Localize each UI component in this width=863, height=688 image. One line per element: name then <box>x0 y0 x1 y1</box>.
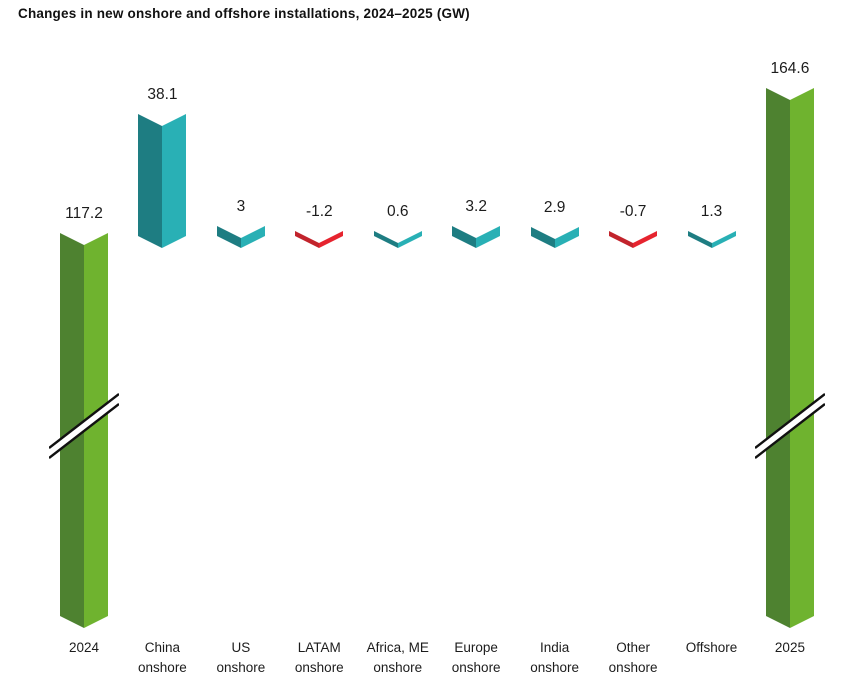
bar-value-label: 3.2 <box>465 198 487 215</box>
category-line1: Other <box>616 640 650 655</box>
bar-face-left <box>452 226 477 248</box>
bar-category-label: China onshore <box>117 638 207 678</box>
bar-value-label: 3 <box>236 198 246 215</box>
bar-category-label: India onshore <box>510 638 600 678</box>
bar-value-label: -0.7 <box>619 203 647 220</box>
bar-value-label: 38.1 <box>147 86 178 103</box>
category-line1: Africa, ME <box>366 640 429 655</box>
bar-category-label: 2025 <box>745 638 835 658</box>
bar-category-label: US onshore <box>196 638 286 678</box>
bar-face-left <box>765 88 790 628</box>
category-line2: onshore <box>373 660 423 675</box>
bar-face-right <box>319 231 344 248</box>
bar-shape-other-onshore <box>609 231 658 248</box>
bar-face-left <box>295 231 320 248</box>
bar-group-india-onshore: 2.9 India onshore <box>510 0 600 688</box>
bar-shape-europe-onshore <box>452 226 501 248</box>
bar-face-left <box>138 114 163 248</box>
category-line2: onshore <box>530 660 580 675</box>
category-line2: onshore <box>216 660 266 675</box>
axis-break-icon <box>49 393 119 459</box>
bar-shape-africa-me-onshore <box>373 231 422 248</box>
axis-break-icon <box>754 393 825 459</box>
axis-break-line <box>754 393 825 449</box>
category-line2: onshore <box>294 660 344 675</box>
bar-value-label: 0.6 <box>386 203 409 220</box>
bar-group-africa-me-onshore: 0.6 Africa, ME onshore <box>353 0 443 688</box>
bar-shape-india-onshore <box>530 227 579 248</box>
bar-face-right <box>789 88 814 628</box>
bar-group-2024: 117.2 2024 <box>39 0 129 688</box>
axis-break-band <box>754 394 825 458</box>
category-line1: 2025 <box>774 640 805 655</box>
bar-face-left <box>609 231 634 248</box>
axis-break-line <box>49 393 119 449</box>
bar-value-label: 2.9 <box>543 199 566 216</box>
bar-category-label: LATAM onshore <box>274 638 364 678</box>
bar-face-left <box>216 226 241 248</box>
bar-face-right <box>554 227 579 248</box>
bar-shape-offshore <box>687 231 736 248</box>
category-line1: LATAM <box>297 640 341 655</box>
bar-category-label: 2024 <box>39 638 129 658</box>
category-line2: onshore <box>138 660 187 675</box>
bar-face-right <box>240 226 265 248</box>
bar-group-china-onshore: 38.1 China onshore <box>117 0 207 688</box>
bar-face-right <box>711 231 736 248</box>
category-line1: Europe <box>454 640 498 655</box>
category-line1: US <box>231 640 251 655</box>
bar-face-left <box>373 231 398 248</box>
bar-value-label: 117.2 <box>65 205 103 222</box>
bar-category-label: Europe onshore <box>431 638 521 678</box>
category-line2: onshore <box>451 660 501 675</box>
bar-face-right <box>476 226 501 248</box>
bar-group-2025: 164.6 2025 <box>745 0 835 688</box>
bar-face-right <box>633 231 658 248</box>
bar-shape-2025 <box>765 88 814 628</box>
bar-category-label: Other onshore <box>588 638 678 678</box>
axis-break-band <box>49 394 119 458</box>
bar-face-right <box>397 231 422 248</box>
category-line1: 2024 <box>68 640 100 655</box>
category-line2: onshore <box>608 660 658 675</box>
bar-face-right <box>162 114 187 248</box>
bar-face-left <box>530 227 555 248</box>
bar-face-left <box>687 231 712 248</box>
bar-shape-us-onshore <box>216 226 265 248</box>
bar-value-label: -1.2 <box>305 203 333 220</box>
chart-title: Changes in new onshore and offshore inst… <box>18 6 470 21</box>
axis-break-line <box>754 403 825 459</box>
bar-shape-china-onshore <box>138 114 187 248</box>
bar-group-offshore: 1.3 Offshore <box>667 0 757 688</box>
axis-break-line <box>49 403 119 459</box>
category-line1: China <box>144 640 181 655</box>
category-line1: Offshore <box>685 640 738 655</box>
bar-group-latam-onshore: -1.2 LATAM onshore <box>274 0 364 688</box>
category-line1: India <box>539 640 570 655</box>
bar-group-other-onshore: -0.7 Other onshore <box>588 0 678 688</box>
bar-shape-latam-onshore <box>295 231 344 248</box>
bar-value-label: 164.6 <box>770 60 810 77</box>
bar-group-europe-onshore: 3.2 Europe onshore <box>431 0 521 688</box>
bar-category-label: Offshore <box>667 638 757 658</box>
bar-value-label: 1.3 <box>700 203 723 220</box>
bar-category-label: Africa, ME onshore <box>353 638 443 678</box>
bar-face-right <box>84 233 108 628</box>
bar-group-us-onshore: 3 US onshore <box>196 0 286 688</box>
